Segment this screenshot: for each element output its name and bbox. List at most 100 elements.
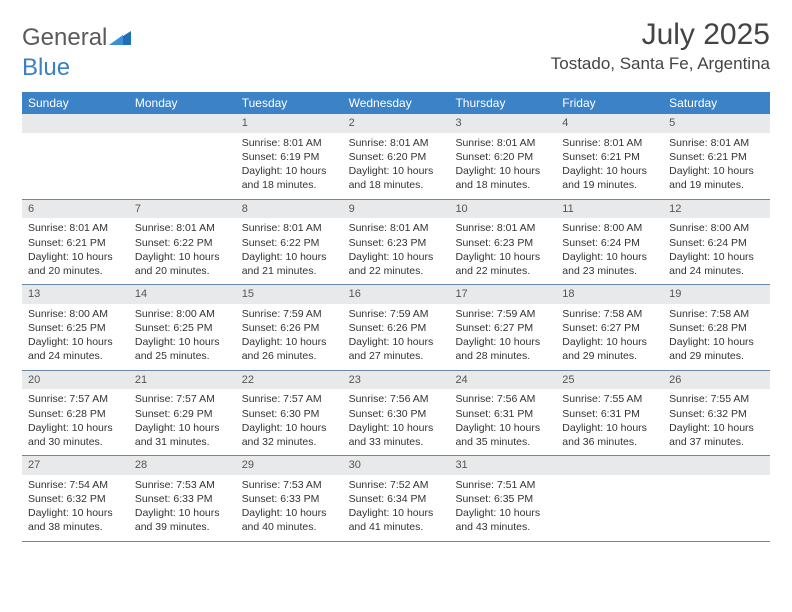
day-cell: 27Sunrise: 7:54 AMSunset: 6:32 PMDayligh… xyxy=(22,456,129,541)
daylight-line: Daylight: 10 hours and 24 minutes. xyxy=(28,335,123,363)
month-title: July 2025 xyxy=(551,18,770,52)
day-body: Sunrise: 7:57 AMSunset: 6:30 PMDaylight:… xyxy=(236,389,343,455)
weekday-sunday: Sunday xyxy=(22,92,129,114)
sunrise-line: Sunrise: 8:00 AM xyxy=(669,221,764,235)
day-number: 26 xyxy=(663,371,770,390)
daylight-line: Daylight: 10 hours and 28 minutes. xyxy=(455,335,550,363)
day-cell: 11Sunrise: 8:00 AMSunset: 6:24 PMDayligh… xyxy=(556,200,663,285)
sunrise-line: Sunrise: 8:01 AM xyxy=(28,221,123,235)
day-body: Sunrise: 7:57 AMSunset: 6:28 PMDaylight:… xyxy=(22,389,129,455)
sunrise-line: Sunrise: 7:58 AM xyxy=(562,307,657,321)
daylight-line: Daylight: 10 hours and 37 minutes. xyxy=(669,421,764,449)
day-body: Sunrise: 8:00 AMSunset: 6:25 PMDaylight:… xyxy=(129,304,236,370)
day-cell: 26Sunrise: 7:55 AMSunset: 6:32 PMDayligh… xyxy=(663,371,770,456)
sunrise-line: Sunrise: 8:01 AM xyxy=(242,221,337,235)
daylight-line: Daylight: 10 hours and 18 minutes. xyxy=(242,164,337,192)
day-cell: 14Sunrise: 8:00 AMSunset: 6:25 PMDayligh… xyxy=(129,285,236,370)
day-number: 21 xyxy=(129,371,236,390)
day-cell: 19Sunrise: 7:58 AMSunset: 6:28 PMDayligh… xyxy=(663,285,770,370)
sunrise-line: Sunrise: 7:58 AM xyxy=(669,307,764,321)
day-number: 9 xyxy=(343,200,450,219)
sunset-line: Sunset: 6:29 PM xyxy=(135,407,230,421)
day-body: Sunrise: 7:51 AMSunset: 6:35 PMDaylight:… xyxy=(449,475,556,541)
sunset-line: Sunset: 6:30 PM xyxy=(242,407,337,421)
sunset-line: Sunset: 6:19 PM xyxy=(242,150,337,164)
day-cell: 13Sunrise: 8:00 AMSunset: 6:25 PMDayligh… xyxy=(22,285,129,370)
title-block: July 2025 Tostado, Santa Fe, Argentina xyxy=(551,18,770,74)
sunset-line: Sunset: 6:30 PM xyxy=(349,407,444,421)
day-cell: 28Sunrise: 7:53 AMSunset: 6:33 PMDayligh… xyxy=(129,456,236,541)
day-number: 16 xyxy=(343,285,450,304)
sunset-line: Sunset: 6:20 PM xyxy=(349,150,444,164)
daylight-line: Daylight: 10 hours and 43 minutes. xyxy=(455,506,550,534)
daylight-line: Daylight: 10 hours and 29 minutes. xyxy=(669,335,764,363)
day-cell: 6Sunrise: 8:01 AMSunset: 6:21 PMDaylight… xyxy=(22,200,129,285)
daylight-line: Daylight: 10 hours and 30 minutes. xyxy=(28,421,123,449)
day-body: Sunrise: 8:01 AMSunset: 6:21 PMDaylight:… xyxy=(22,218,129,284)
day-cell: 24Sunrise: 7:56 AMSunset: 6:31 PMDayligh… xyxy=(449,371,556,456)
day-body: Sunrise: 7:59 AMSunset: 6:26 PMDaylight:… xyxy=(343,304,450,370)
daylight-line: Daylight: 10 hours and 25 minutes. xyxy=(135,335,230,363)
day-body: Sunrise: 7:58 AMSunset: 6:27 PMDaylight:… xyxy=(556,304,663,370)
sunset-line: Sunset: 6:21 PM xyxy=(28,236,123,250)
day-body: Sunrise: 7:59 AMSunset: 6:26 PMDaylight:… xyxy=(236,304,343,370)
sunrise-line: Sunrise: 7:57 AM xyxy=(242,392,337,406)
day-body: Sunrise: 8:01 AMSunset: 6:19 PMDaylight:… xyxy=(236,133,343,199)
day-number: 11 xyxy=(556,200,663,219)
daylight-line: Daylight: 10 hours and 39 minutes. xyxy=(135,506,230,534)
day-cell: 16Sunrise: 7:59 AMSunset: 6:26 PMDayligh… xyxy=(343,285,450,370)
sunset-line: Sunset: 6:31 PM xyxy=(455,407,550,421)
weeks-container: 1Sunrise: 8:01 AMSunset: 6:19 PMDaylight… xyxy=(22,114,770,542)
sunrise-line: Sunrise: 7:56 AM xyxy=(349,392,444,406)
sunrise-line: Sunrise: 7:51 AM xyxy=(455,478,550,492)
day-body: Sunrise: 8:00 AMSunset: 6:24 PMDaylight:… xyxy=(663,218,770,284)
daylight-line: Daylight: 10 hours and 29 minutes. xyxy=(562,335,657,363)
daylight-line: Daylight: 10 hours and 40 minutes. xyxy=(242,506,337,534)
day-cell: 3Sunrise: 8:01 AMSunset: 6:20 PMDaylight… xyxy=(449,114,556,199)
day-cell: 4Sunrise: 8:01 AMSunset: 6:21 PMDaylight… xyxy=(556,114,663,199)
day-number xyxy=(663,456,770,475)
sunrise-line: Sunrise: 8:01 AM xyxy=(349,221,444,235)
logo-text-gray: General xyxy=(22,24,107,51)
day-number xyxy=(129,114,236,133)
day-number: 30 xyxy=(343,456,450,475)
header: GeneralBlue July 2025 Tostado, Santa Fe,… xyxy=(22,18,770,82)
day-cell: 30Sunrise: 7:52 AMSunset: 6:34 PMDayligh… xyxy=(343,456,450,541)
sunset-line: Sunset: 6:27 PM xyxy=(455,321,550,335)
day-number xyxy=(22,114,129,133)
location: Tostado, Santa Fe, Argentina xyxy=(551,54,770,74)
sunset-line: Sunset: 6:21 PM xyxy=(562,150,657,164)
day-cell: 20Sunrise: 7:57 AMSunset: 6:28 PMDayligh… xyxy=(22,371,129,456)
sunrise-line: Sunrise: 7:52 AM xyxy=(349,478,444,492)
daylight-line: Daylight: 10 hours and 27 minutes. xyxy=(349,335,444,363)
sunrise-line: Sunrise: 7:53 AM xyxy=(242,478,337,492)
empty-cell xyxy=(556,456,663,541)
day-cell: 15Sunrise: 7:59 AMSunset: 6:26 PMDayligh… xyxy=(236,285,343,370)
day-body: Sunrise: 7:54 AMSunset: 6:32 PMDaylight:… xyxy=(22,475,129,541)
sunrise-line: Sunrise: 7:56 AM xyxy=(455,392,550,406)
sunset-line: Sunset: 6:35 PM xyxy=(455,492,550,506)
sunrise-line: Sunrise: 8:01 AM xyxy=(135,221,230,235)
weekday-header-row: SundayMondayTuesdayWednesdayThursdayFrid… xyxy=(22,92,770,114)
day-cell: 31Sunrise: 7:51 AMSunset: 6:35 PMDayligh… xyxy=(449,456,556,541)
sunset-line: Sunset: 6:26 PM xyxy=(349,321,444,335)
day-body: Sunrise: 7:59 AMSunset: 6:27 PMDaylight:… xyxy=(449,304,556,370)
day-body: Sunrise: 7:58 AMSunset: 6:28 PMDaylight:… xyxy=(663,304,770,370)
week-row: 27Sunrise: 7:54 AMSunset: 6:32 PMDayligh… xyxy=(22,456,770,542)
sunrise-line: Sunrise: 7:54 AM xyxy=(28,478,123,492)
day-cell: 5Sunrise: 8:01 AMSunset: 6:21 PMDaylight… xyxy=(663,114,770,199)
daylight-line: Daylight: 10 hours and 20 minutes. xyxy=(28,250,123,278)
weekday-wednesday: Wednesday xyxy=(343,92,450,114)
sunrise-line: Sunrise: 7:59 AM xyxy=(455,307,550,321)
day-cell: 7Sunrise: 8:01 AMSunset: 6:22 PMDaylight… xyxy=(129,200,236,285)
day-number: 25 xyxy=(556,371,663,390)
sunset-line: Sunset: 6:28 PM xyxy=(669,321,764,335)
sunset-line: Sunset: 6:23 PM xyxy=(455,236,550,250)
sunrise-line: Sunrise: 8:01 AM xyxy=(455,136,550,150)
sunset-line: Sunset: 6:27 PM xyxy=(562,321,657,335)
sunset-line: Sunset: 6:23 PM xyxy=(349,236,444,250)
day-cell: 17Sunrise: 7:59 AMSunset: 6:27 PMDayligh… xyxy=(449,285,556,370)
day-number xyxy=(556,456,663,475)
daylight-line: Daylight: 10 hours and 36 minutes. xyxy=(562,421,657,449)
day-body: Sunrise: 8:01 AMSunset: 6:20 PMDaylight:… xyxy=(449,133,556,199)
